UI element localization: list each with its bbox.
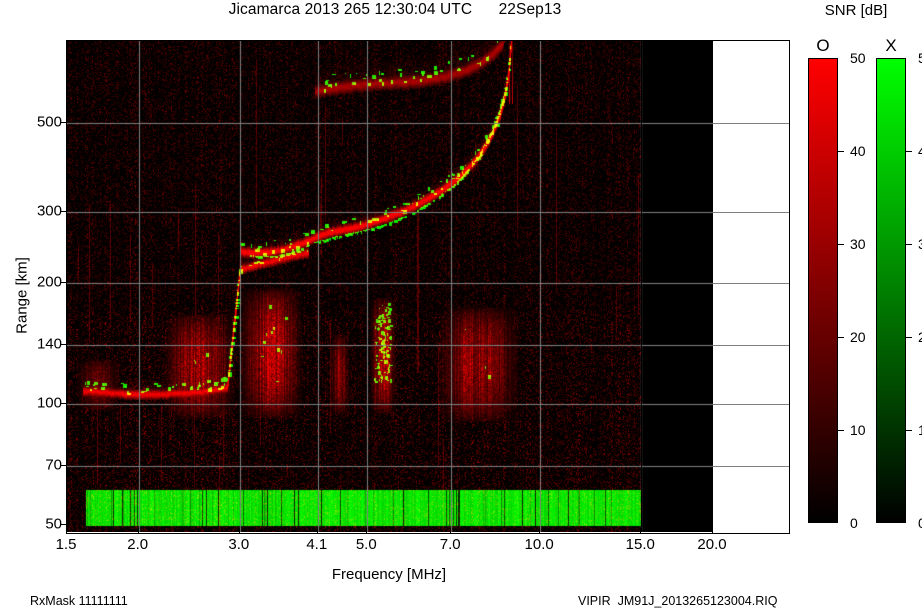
colorbar-o-tick-mark bbox=[838, 337, 844, 338]
colorbar-o-tick-label: 0 bbox=[850, 515, 858, 531]
x-tick-label: 3.0 bbox=[228, 536, 250, 553]
x-tick-label: 7.0 bbox=[439, 536, 461, 553]
y-tick-mark bbox=[60, 281, 66, 283]
x-tick-label: 1.5 bbox=[55, 536, 77, 553]
x-mode-label: X bbox=[885, 36, 897, 55]
x-tick-mark bbox=[137, 528, 139, 534]
x-tick-mark bbox=[539, 528, 541, 534]
grid-line-horizontal bbox=[713, 123, 789, 124]
y-tick-mark bbox=[60, 465, 66, 467]
x-tick-mark bbox=[316, 528, 318, 534]
y-tick-mark bbox=[60, 523, 66, 525]
x-tick-mark bbox=[712, 528, 713, 534]
x-tick-mark bbox=[66, 528, 67, 534]
ionogram-canvas[interactable] bbox=[67, 41, 713, 532]
page-title: Jicamarca 2013 265 12:30:04 UTC 22Sep13 bbox=[228, 1, 562, 18]
colorbar-o-gradient bbox=[808, 58, 838, 523]
grid-line-vertical bbox=[641, 41, 642, 532]
x-tick-label: 2.0 bbox=[127, 536, 149, 553]
y-tick-label: 300 bbox=[36, 202, 62, 220]
y-tick-label: 70 bbox=[45, 456, 62, 474]
colorbar-x-mode-label-wrap: X bbox=[876, 36, 906, 56]
x-axis-title: Frequency [MHz] bbox=[331, 566, 447, 583]
colorbar-o-tick-label: 10 bbox=[850, 422, 866, 438]
colorbar-o-ticks: 50 40 30 20 10 0 bbox=[838, 50, 878, 531]
colorbar-title: SNR [dB] bbox=[824, 2, 888, 19]
colorbar-x-tick-label: 10 bbox=[918, 422, 922, 438]
colorbar-o-tick-mark bbox=[838, 151, 844, 152]
x-tick-mark bbox=[366, 528, 368, 534]
x-tick-label: 4.1 bbox=[306, 536, 328, 553]
colorbar-o-tick-label: 20 bbox=[850, 329, 866, 345]
grid-line-horizontal bbox=[713, 283, 789, 284]
grid-line-horizontal bbox=[713, 212, 789, 213]
colorbar-x-tick-mark bbox=[906, 430, 912, 431]
colorbar-o-tick-label: 30 bbox=[850, 236, 866, 252]
x-tick-mark bbox=[450, 528, 452, 534]
colorbar-x-tick-mark bbox=[906, 337, 912, 338]
y-tick-mark bbox=[60, 122, 66, 124]
y-axis-title: Range [km] bbox=[13, 257, 31, 334]
y-tick-label: 50 bbox=[45, 515, 62, 533]
x-tick-label: 15.0 bbox=[625, 536, 655, 553]
colorbar-o-tick-label: 50 bbox=[850, 50, 866, 66]
footer-filename: VIPIR JM91J_2013265123004.RIQ bbox=[578, 594, 778, 608]
colorbar-x-tick-label: 50 bbox=[918, 50, 922, 66]
y-tick-label: 140 bbox=[36, 335, 62, 353]
colorbar-o-mode-label-wrap: O bbox=[808, 36, 838, 56]
colorbar-x-tick-mark bbox=[906, 244, 912, 245]
colorbar-x-tick-mark bbox=[906, 151, 912, 152]
y-tick-label: 200 bbox=[36, 273, 62, 291]
y-tick-label: 100 bbox=[36, 394, 62, 412]
x-axis-labels: 1.5 2.0 3.0 4.1 5.0 7.0 10.0 15.0 20.0 bbox=[0, 536, 922, 560]
y-tick-mark bbox=[60, 344, 66, 346]
footer-rxmask: RxMask 11111111 bbox=[30, 594, 128, 608]
x-tick-mark bbox=[238, 528, 240, 534]
y-tick-mark bbox=[60, 211, 66, 213]
colorbar-o-tick-label: 40 bbox=[850, 143, 866, 159]
y-tick-label: 500 bbox=[36, 113, 62, 131]
x-tick-mark bbox=[640, 528, 642, 534]
x-tick-label: 10.0 bbox=[524, 536, 554, 553]
x-tick-label: 5.0 bbox=[355, 536, 377, 553]
grid-line-horizontal bbox=[713, 404, 789, 405]
colorbar-x-tick-label: 0 bbox=[918, 515, 922, 531]
colorbar-x-tick-label: 40 bbox=[918, 143, 922, 159]
o-mode-label: O bbox=[816, 36, 830, 55]
y-axis-labels: 500 300 200 140 100 70 50 bbox=[0, 0, 62, 614]
colorbar-o-tick-mark bbox=[838, 430, 844, 431]
y-tick-mark bbox=[60, 402, 66, 404]
colorbar-x-tick-label: 20 bbox=[918, 329, 922, 345]
x-tick-label: 20.0 bbox=[697, 536, 727, 553]
colorbar-x-ticks: 50 40 30 20 10 0 bbox=[906, 50, 922, 531]
grid-line-horizontal bbox=[713, 345, 789, 346]
colorbar-x-tick-label: 30 bbox=[918, 236, 922, 252]
grid-line-horizontal bbox=[713, 466, 789, 467]
colorbar-o-tick-mark bbox=[838, 244, 844, 245]
colorbar-x-gradient bbox=[876, 58, 906, 523]
plot-frame bbox=[66, 40, 790, 534]
